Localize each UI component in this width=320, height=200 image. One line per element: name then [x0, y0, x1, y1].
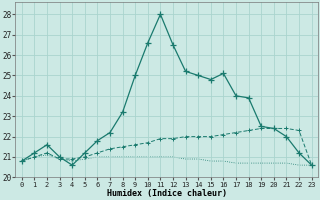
X-axis label: Humidex (Indice chaleur): Humidex (Indice chaleur)	[107, 189, 227, 198]
